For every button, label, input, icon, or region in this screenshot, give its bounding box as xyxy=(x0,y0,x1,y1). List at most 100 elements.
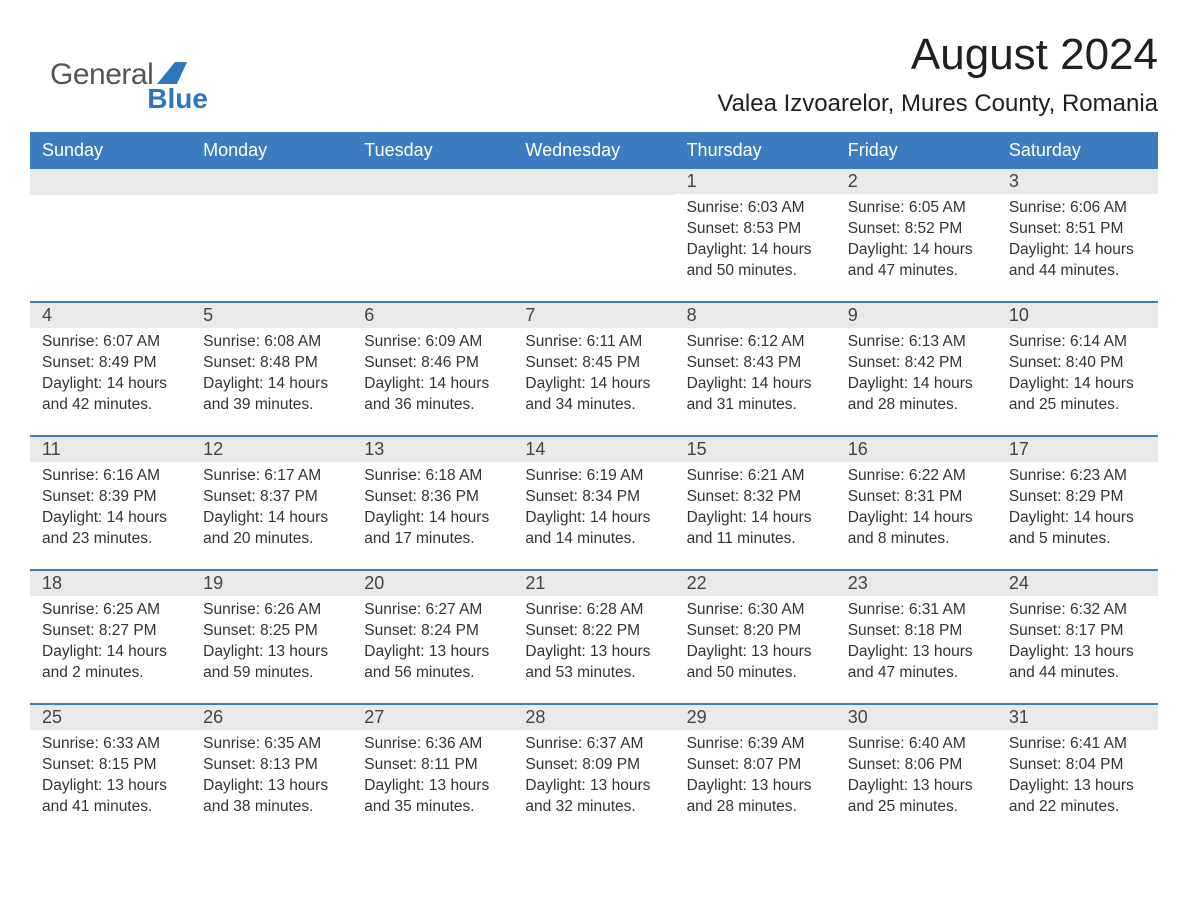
sunrise-line: Sunrise: 6:19 AM xyxy=(525,466,664,487)
sunrise-line: Sunrise: 6:23 AM xyxy=(1009,466,1148,487)
calendar: Sunday Monday Tuesday Wednesday Thursday… xyxy=(30,132,1158,823)
day-body: Sunrise: 6:03 AMSunset: 8:53 PMDaylight:… xyxy=(675,194,836,286)
sunrise-line: Sunrise: 6:31 AM xyxy=(848,600,987,621)
day-cell: 17 Sunrise: 6:23 AMSunset: 8:29 PMDayligh… xyxy=(997,437,1158,555)
day-cell: 28Sunrise: 6:37 AMSunset: 8:09 PMDayligh… xyxy=(513,705,674,823)
day-number: 10 xyxy=(997,303,1158,328)
day-number: 12 xyxy=(191,437,352,462)
day-cell: 1Sunrise: 6:03 AMSunset: 8:53 PMDaylight… xyxy=(675,169,836,287)
day-number: 18 xyxy=(30,571,191,596)
day-body: Sunrise: 6:39 AMSunset: 8:07 PMDaylight:… xyxy=(675,730,836,822)
sunset-line: Sunset: 8:24 PM xyxy=(364,621,503,642)
day-number: 3 xyxy=(997,169,1158,194)
sunset-line: Sunset: 8:25 PM xyxy=(203,621,342,642)
sunset-line: Sunset: 8:17 PM xyxy=(1009,621,1148,642)
day-cell xyxy=(513,169,674,287)
day-body: Sunrise: 6:33 AMSunset: 8:15 PMDaylight:… xyxy=(30,730,191,822)
week-row: 25Sunrise: 6:33 AMSunset: 8:15 PMDayligh… xyxy=(30,703,1158,823)
daylight-line: Daylight: 14 hours and 31 minutes. xyxy=(687,374,826,416)
daylight-line: Daylight: 13 hours and 32 minutes. xyxy=(525,776,664,818)
day-cell: 15Sunrise: 6:21 AMSunset: 8:32 PMDayligh… xyxy=(675,437,836,555)
location-text: Valea Izvoarelor, Mures County, Romania xyxy=(717,90,1158,118)
day-body: Sunrise: 6:36 AMSunset: 8:11 PMDaylight:… xyxy=(352,730,513,822)
day-number: 26 xyxy=(191,705,352,730)
sunset-line: Sunset: 8:36 PM xyxy=(364,487,503,508)
day-number: 27 xyxy=(352,705,513,730)
day-body: Sunrise: 6:35 AMSunset: 8:13 PMDaylight:… xyxy=(191,730,352,822)
sunset-line: Sunset: 8:51 PM xyxy=(1009,219,1148,240)
daylight-line: Daylight: 14 hours and 25 minutes. xyxy=(1009,374,1148,416)
daylight-line: Daylight: 13 hours and 56 minutes. xyxy=(364,642,503,684)
day-cell: 18Sunrise: 6:25 AMSunset: 8:27 PMDayligh… xyxy=(30,571,191,689)
sunrise-line: Sunrise: 6:36 AM xyxy=(364,734,503,755)
sunset-line: Sunset: 8:43 PM xyxy=(687,353,826,374)
daylight-line: Daylight: 14 hours and 5 minutes. xyxy=(1009,508,1148,550)
day-number: 15 xyxy=(675,437,836,462)
daylight-line: Daylight: 14 hours and 44 minutes. xyxy=(1009,240,1148,282)
sunrise-line: Sunrise: 6:06 AM xyxy=(1009,198,1148,219)
sunrise-line: Sunrise: 6:27 AM xyxy=(364,600,503,621)
sunrise-line: Sunrise: 6:08 AM xyxy=(203,332,342,353)
day-cell: 2Sunrise: 6:05 AMSunset: 8:52 PMDaylight… xyxy=(836,169,997,287)
day-cell xyxy=(352,169,513,287)
brand-general-text: General xyxy=(50,58,153,92)
sunset-line: Sunset: 8:29 PM xyxy=(1009,487,1148,508)
day-number: 6 xyxy=(352,303,513,328)
day-body: Sunrise: 6:21 AMSunset: 8:32 PMDaylight:… xyxy=(675,462,836,554)
dow-friday: Friday xyxy=(836,132,997,169)
sunrise-line: Sunrise: 6:39 AM xyxy=(687,734,826,755)
sunset-line: Sunset: 8:34 PM xyxy=(525,487,664,508)
day-cell: 10Sunrise: 6:14 AMSunset: 8:40 PMDayligh… xyxy=(997,303,1158,421)
day-cell: 13Sunrise: 6:18 AMSunset: 8:36 PMDayligh… xyxy=(352,437,513,555)
sunset-line: Sunset: 8:32 PM xyxy=(687,487,826,508)
sunrise-line: Sunrise: 6:28 AM xyxy=(525,600,664,621)
day-cell: 22Sunrise: 6:30 AMSunset: 8:20 PMDayligh… xyxy=(675,571,836,689)
sunrise-line: Sunrise: 6:30 AM xyxy=(687,600,826,621)
day-body: Sunrise: 6:40 AMSunset: 8:06 PMDaylight:… xyxy=(836,730,997,822)
sunrise-line: Sunrise: 6:09 AM xyxy=(364,332,503,353)
sunrise-line: Sunrise: 6:21 AM xyxy=(687,466,826,487)
sunset-line: Sunset: 8:53 PM xyxy=(687,219,826,240)
day-number: 28 xyxy=(513,705,674,730)
day-number: 31 xyxy=(997,705,1158,730)
day-number: 1 xyxy=(675,169,836,194)
sunset-line: Sunset: 8:46 PM xyxy=(364,353,503,374)
day-body: Sunrise: 6:37 AMSunset: 8:09 PMDaylight:… xyxy=(513,730,674,822)
day-body: Sunrise: 6:25 AMSunset: 8:27 PMDaylight:… xyxy=(30,596,191,688)
sunrise-line: Sunrise: 6:05 AM xyxy=(848,198,987,219)
sunrise-line: Sunrise: 6:26 AM xyxy=(203,600,342,621)
day-cell: 3Sunrise: 6:06 AMSunset: 8:51 PMDaylight… xyxy=(997,169,1158,287)
day-cell: 24Sunrise: 6:32 AMSunset: 8:17 PMDayligh… xyxy=(997,571,1158,689)
sunrise-line: Sunrise: 6:33 AM xyxy=(42,734,181,755)
sunset-line: Sunset: 8:49 PM xyxy=(42,353,181,374)
day-number: 20 xyxy=(352,571,513,596)
sunrise-line: Sunrise: 6:14 AM xyxy=(1009,332,1148,353)
day-body: Sunrise: 6:12 AMSunset: 8:43 PMDaylight:… xyxy=(675,328,836,420)
week-row: 11Sunrise: 6:16 AMSunset: 8:39 PMDayligh… xyxy=(30,435,1158,555)
day-body: Sunrise: 6:06 AMSunset: 8:51 PMDaylight:… xyxy=(997,194,1158,286)
day-number: 13 xyxy=(352,437,513,462)
day-body: Sunrise: 6:16 AMSunset: 8:39 PMDaylight:… xyxy=(30,462,191,554)
sunset-line: Sunset: 8:18 PM xyxy=(848,621,987,642)
sunrise-line: Sunrise: 6:40 AM xyxy=(848,734,987,755)
title-block: August 2024 Valea Izvoarelor, Mures Coun… xyxy=(717,30,1158,118)
day-cell: 12Sunrise: 6:17 AMSunset: 8:37 PMDayligh… xyxy=(191,437,352,555)
sunset-line: Sunset: 8:22 PM xyxy=(525,621,664,642)
day-cell: 27Sunrise: 6:36 AMSunset: 8:11 PMDayligh… xyxy=(352,705,513,823)
sunrise-line: Sunrise: 6:17 AM xyxy=(203,466,342,487)
day-number: 17 xyxy=(997,437,1158,462)
dow-sunday: Sunday xyxy=(30,132,191,169)
day-body: Sunrise: 6:26 AMSunset: 8:25 PMDaylight:… xyxy=(191,596,352,688)
sunrise-line: Sunrise: 6:12 AM xyxy=(687,332,826,353)
day-cell: 4Sunrise: 6:07 AMSunset: 8:49 PMDaylight… xyxy=(30,303,191,421)
day-body: Sunrise: 6:27 AMSunset: 8:24 PMDaylight:… xyxy=(352,596,513,688)
daylight-line: Daylight: 14 hours and 8 minutes. xyxy=(848,508,987,550)
day-cell: 25Sunrise: 6:33 AMSunset: 8:15 PMDayligh… xyxy=(30,705,191,823)
day-cell: 6Sunrise: 6:09 AMSunset: 8:46 PMDaylight… xyxy=(352,303,513,421)
day-body: Sunrise: 6:07 AMSunset: 8:49 PMDaylight:… xyxy=(30,328,191,420)
sunset-line: Sunset: 8:06 PM xyxy=(848,755,987,776)
day-cell: 31Sunrise: 6:41 AMSunset: 8:04 PMDayligh… xyxy=(997,705,1158,823)
day-cell: 26Sunrise: 6:35 AMSunset: 8:13 PMDayligh… xyxy=(191,705,352,823)
day-cell: 9Sunrise: 6:13 AMSunset: 8:42 PMDaylight… xyxy=(836,303,997,421)
day-body: Sunrise: 6:22 AMSunset: 8:31 PMDaylight:… xyxy=(836,462,997,554)
